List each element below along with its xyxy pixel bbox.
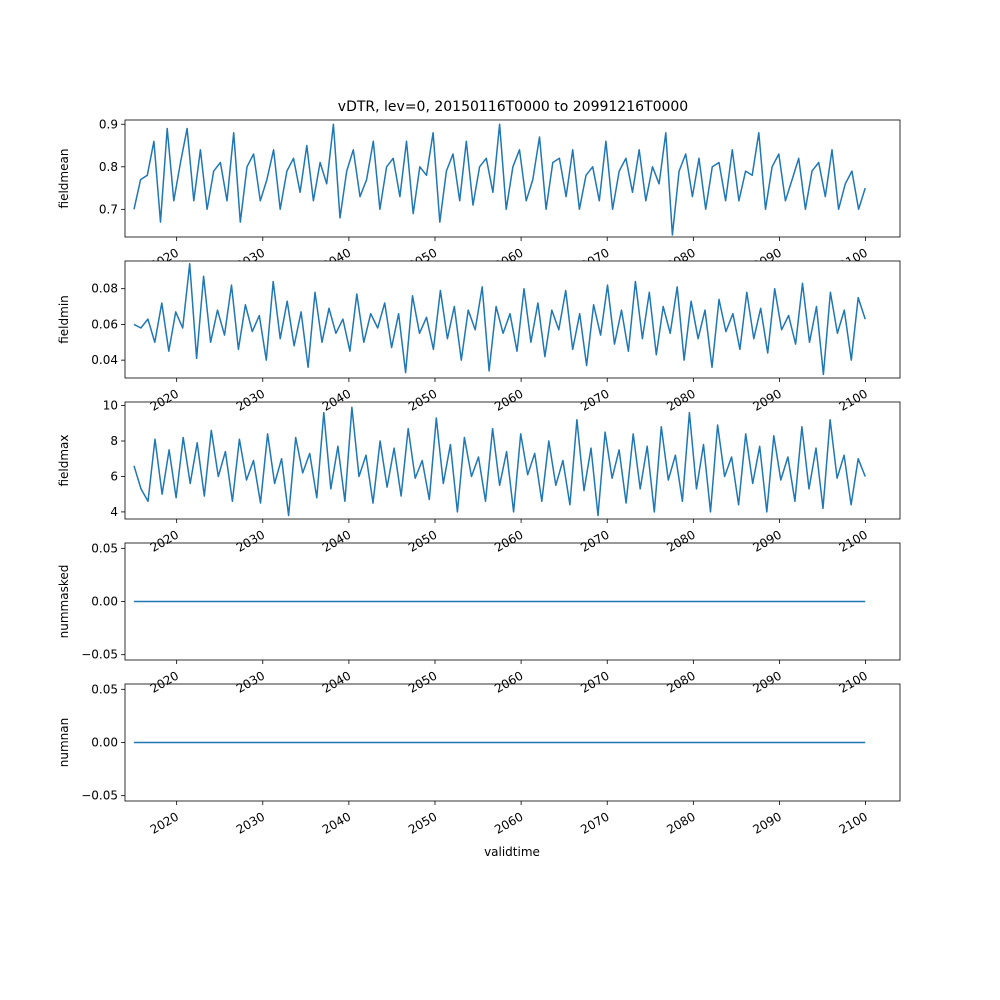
y-tick-label: 0.00 bbox=[91, 595, 118, 609]
y-tick-label: 0.04 bbox=[91, 353, 118, 367]
y-tick-label: 8 bbox=[110, 434, 118, 448]
y-tick-label: −0.05 bbox=[81, 789, 118, 803]
y-tick-label: −0.05 bbox=[81, 648, 118, 662]
y-tick-label: 6 bbox=[110, 469, 118, 483]
panel-mask bbox=[125, 261, 900, 378]
y-tick-label: 0.06 bbox=[91, 317, 118, 331]
y-tick-label: 4 bbox=[110, 505, 118, 519]
y-axis-label-fieldmax: fieldmax bbox=[57, 434, 71, 486]
y-axis-label-fieldmin: fieldmin bbox=[57, 295, 71, 344]
y-axis-label-numnan: numnan bbox=[57, 718, 71, 767]
chart-title: vDTR, lev=0, 20150116T0000 to 20991216T0… bbox=[338, 99, 688, 115]
x-axis-label: validtime bbox=[484, 845, 540, 859]
series-line-fieldmax bbox=[133, 406, 866, 517]
y-tick-label: 0.00 bbox=[91, 736, 118, 750]
y-tick-label: 0.08 bbox=[91, 282, 118, 296]
axes-frame-fieldmean bbox=[124, 119, 901, 238]
y-tick-label: 0.9 bbox=[99, 117, 118, 131]
axes-frame-fieldmin bbox=[124, 260, 901, 379]
y-axis-label-fieldmean: fieldmean bbox=[57, 149, 71, 209]
y-tick-label: 0.05 bbox=[91, 541, 118, 555]
series-line-fieldmin bbox=[133, 262, 866, 376]
y-tick-label: 0.8 bbox=[99, 160, 118, 174]
y-tick-label: 0.05 bbox=[91, 682, 118, 696]
axes-frame-fieldmax bbox=[124, 401, 901, 520]
series-line-fieldmean bbox=[133, 123, 866, 236]
y-axis-label-nummasked: nummasked bbox=[57, 565, 71, 639]
y-tick-label: 0.7 bbox=[99, 202, 118, 216]
y-tick-label: 10 bbox=[103, 399, 118, 413]
